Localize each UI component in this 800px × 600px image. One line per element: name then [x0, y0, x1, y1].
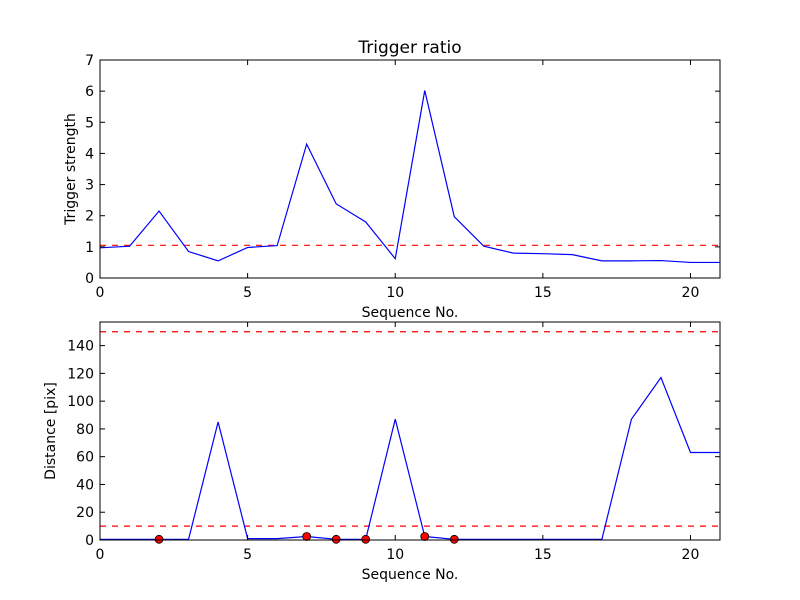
series-line-0	[100, 376, 720, 540]
data-point-marker	[361, 534, 371, 544]
data-point-marker	[302, 532, 312, 541]
y-tick-label: 6	[85, 84, 94, 100]
x-tick-label: 5	[243, 547, 252, 563]
y-tick-label: 5	[85, 115, 94, 131]
y-tick-label: 40	[76, 477, 94, 493]
y-tick-label: 1	[85, 240, 94, 256]
axes-frame	[99, 321, 721, 541]
axes-frame	[99, 59, 721, 279]
threshold-lines	[100, 331, 720, 527]
x-axis-label: Sequence No.	[362, 567, 459, 583]
x-axis-label: Sequence No.	[362, 305, 459, 321]
x-tick-label: 20	[682, 285, 700, 301]
x-tick-label: 20	[682, 547, 700, 563]
x-tick-label: 15	[534, 547, 552, 563]
y-ticks: 0 20 40 60 80 100 120 140	[67, 339, 720, 549]
data-point-marker	[449, 534, 459, 544]
y-tick-label: 7	[85, 53, 94, 69]
data-point-marker	[154, 534, 164, 544]
y-ticks: 0 1 2 3 4 5 6 7	[85, 53, 720, 287]
x-tick-label: 0	[96, 547, 105, 563]
x-tick-label: 5	[243, 285, 252, 301]
y-tick-label: 3	[85, 178, 94, 194]
y-axis-label: Distance [pix]	[43, 382, 59, 480]
x-tick-label: 0	[96, 285, 105, 301]
y-tick-label: 100	[67, 394, 94, 410]
y-tick-label: 20	[76, 505, 94, 521]
plot-area	[100, 60, 720, 278]
y-tick-label: 2	[85, 209, 94, 225]
y-tick-label: 4	[85, 146, 94, 162]
series-line-0	[99, 90, 720, 264]
y-tick-label: 80	[76, 422, 94, 438]
trigger-ratio-subplot: Trigger ratio Sequence No. Trigger stren…	[63, 38, 721, 321]
x-tick-label: 15	[534, 285, 552, 301]
data-point-marker	[420, 532, 430, 541]
marker-group	[154, 532, 459, 544]
plot-area	[100, 322, 720, 540]
y-tick-label: 140	[67, 339, 94, 355]
y-axis-label: Trigger strength	[63, 113, 79, 226]
x-tick-label: 10	[386, 285, 404, 301]
distance-subplot: Sequence No. Distance [pix] 0 5 10 15 20 0 20…	[43, 321, 721, 583]
series-group	[99, 90, 720, 264]
y-tick-label: 0	[85, 271, 94, 287]
x-tick-label: 10	[386, 547, 404, 563]
data-point-marker	[331, 534, 341, 544]
y-tick-label: 0	[85, 533, 94, 549]
y-tick-label: 60	[76, 450, 94, 466]
y-tick-label: 120	[67, 366, 94, 382]
chart-title: Trigger ratio	[357, 38, 461, 58]
series-group	[100, 376, 720, 540]
